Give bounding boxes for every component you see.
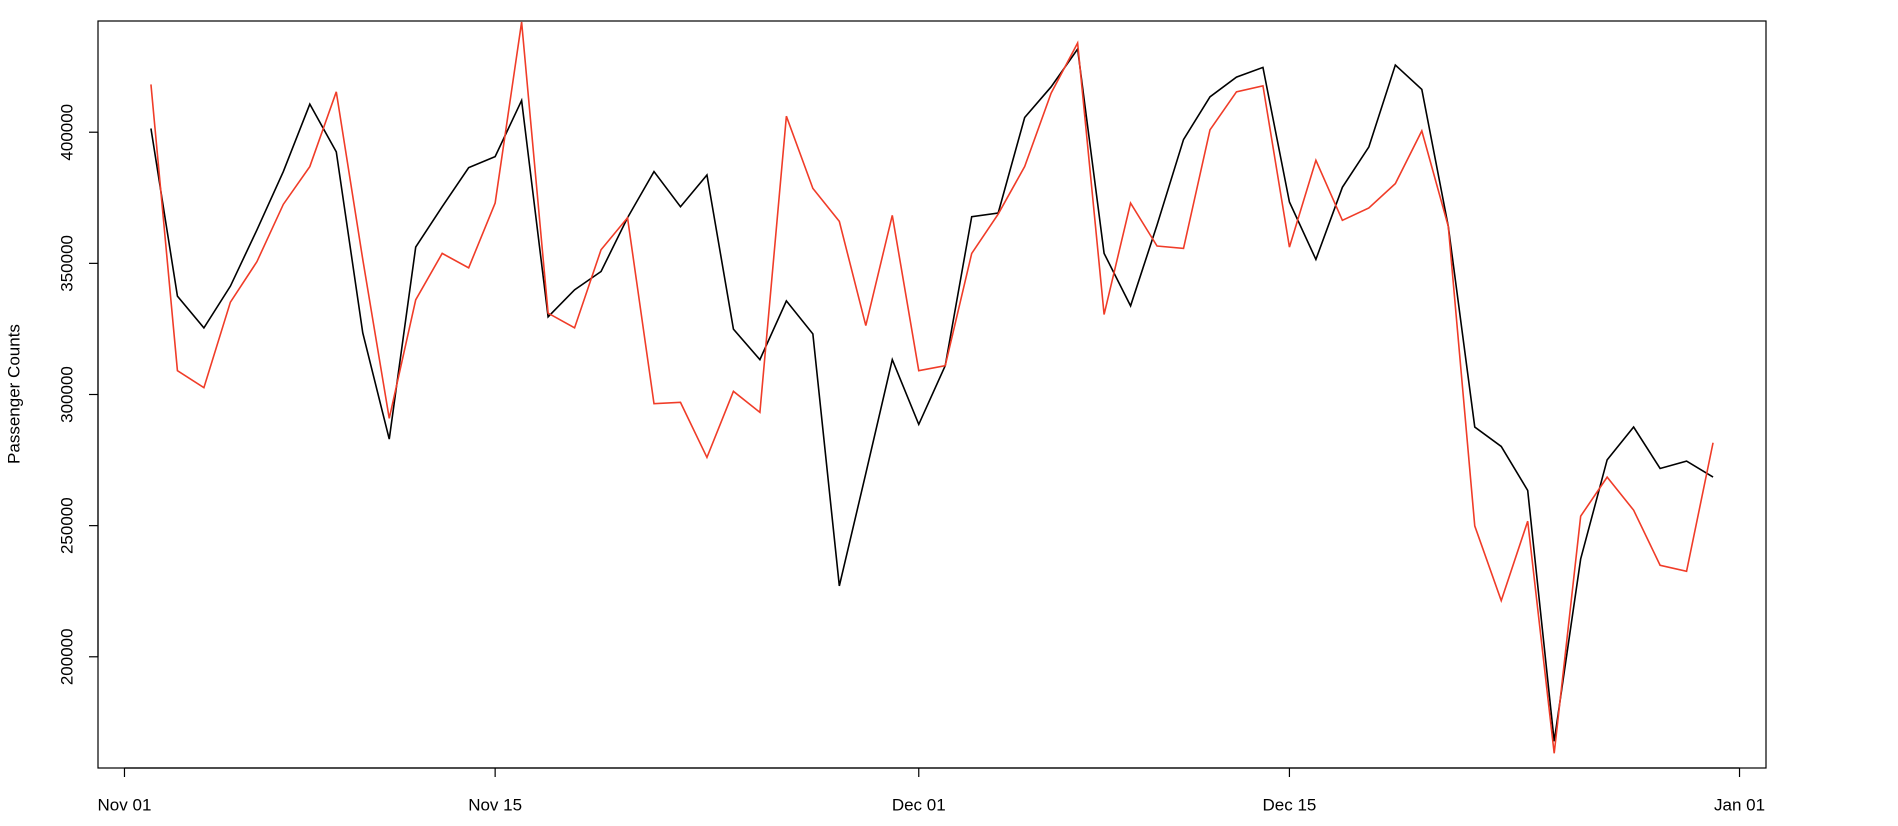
y-tick-label: 250000	[57, 497, 76, 554]
x-tick-label: Dec 15	[1262, 795, 1316, 814]
y-tick-label: 400000	[57, 104, 76, 161]
y-tick-label: 200000	[57, 628, 76, 685]
x-tick-label: Nov 15	[468, 795, 522, 814]
x-tick-label: Nov 01	[98, 795, 152, 814]
y-tick-label: 300000	[57, 366, 76, 423]
y-axis-label: Passenger Counts	[4, 324, 23, 464]
x-tick-label: Jan 01	[1714, 795, 1765, 814]
y-tick-label: 350000	[57, 235, 76, 292]
series-line	[150, 46, 1714, 742]
x-tick-label: Dec 01	[892, 795, 946, 814]
series-line	[150, 21, 1714, 754]
